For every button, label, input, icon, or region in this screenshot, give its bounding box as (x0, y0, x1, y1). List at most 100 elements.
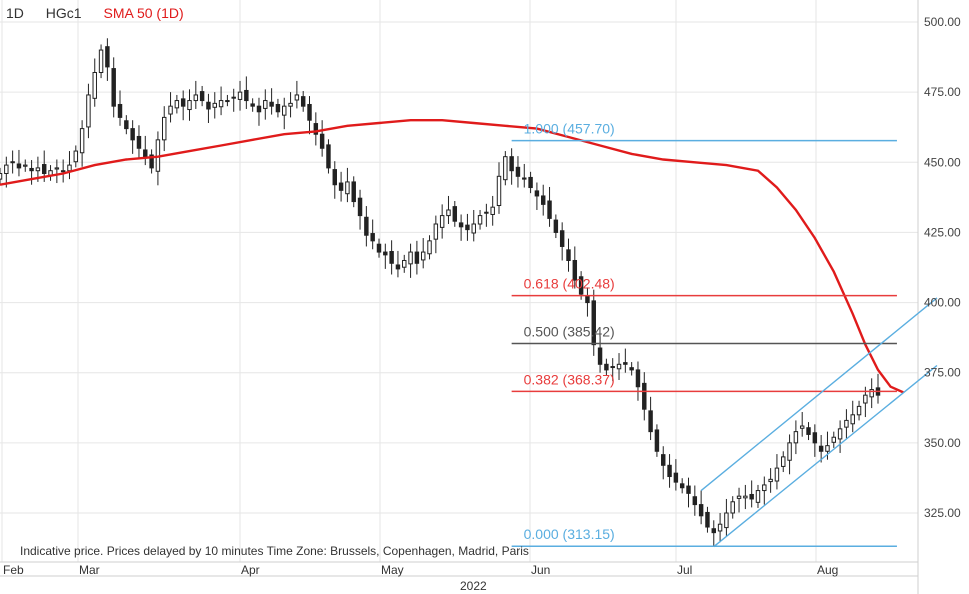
y-tick-label: 375.00 (924, 366, 961, 380)
candle-body (212, 102, 217, 108)
candle-body (578, 276, 584, 295)
candle-body (180, 98, 186, 107)
candle-body (717, 523, 723, 532)
sma-50-line (0, 119, 904, 394)
candle-body (490, 206, 495, 215)
candle-body (427, 240, 432, 255)
candle-body (844, 419, 849, 428)
candle-body (143, 149, 148, 158)
candle-body (856, 405, 862, 416)
price-axis[interactable]: 500.00 475.00 450.00 425.00 400.00 375.00 350.… (924, 15, 961, 520)
candle-body (515, 166, 521, 177)
candle-body (724, 512, 729, 529)
x-tick-label: Apr (241, 563, 260, 577)
candle-body (806, 427, 811, 435)
candle-body (174, 100, 180, 109)
candle-body (787, 442, 792, 461)
channel-upper-line (700, 297, 938, 492)
x-tick-label: Mar (79, 563, 100, 577)
x-tick-label: May (381, 563, 404, 577)
candle-body (648, 410, 653, 433)
candle-body (503, 156, 508, 181)
candle-body (231, 96, 236, 99)
candle-body (4, 164, 9, 175)
candle-body (812, 432, 818, 444)
candle-body (749, 493, 754, 500)
y-tick-label: 350.00 (924, 436, 961, 450)
candle-body (124, 120, 129, 130)
candle-body (553, 219, 559, 233)
candle-body (743, 495, 748, 499)
candle-body (307, 103, 312, 121)
candle-body (294, 94, 300, 101)
candle-body (282, 105, 287, 116)
candle-body (244, 89, 249, 102)
candle-body (351, 181, 356, 203)
y-tick-label: 425.00 (924, 225, 961, 239)
candle-body (616, 363, 622, 370)
candle-body (667, 464, 672, 478)
time-axis[interactable]: Feb Mar Apr May Jun Jul Aug 2022 (3, 563, 838, 593)
fibonacci-retracement: 1.000 (457.70) 0.618 (402.48) 0.500 (385.4… (511, 121, 897, 547)
trend-channel (700, 297, 938, 548)
delay-notice: Indicative price. Prices delayed by 10 m… (20, 544, 529, 558)
candle-body (383, 251, 388, 256)
candle-body (698, 504, 704, 517)
sma-indicator-label[interactable]: SMA 50 (1D) (103, 5, 184, 21)
candle-body (566, 249, 571, 261)
candle-body (604, 363, 609, 371)
candle-body (41, 164, 47, 175)
candle-body (774, 467, 780, 482)
candle-body (458, 222, 464, 228)
candle-body (673, 472, 679, 483)
candle-body (250, 103, 255, 107)
interval-label[interactable]: 1D (6, 5, 24, 21)
candle-body (60, 170, 66, 173)
candle-body (661, 454, 666, 466)
candle-body (465, 224, 470, 231)
candle-body (705, 511, 710, 528)
candle-body (414, 251, 420, 264)
y-tick-label: 500.00 (924, 15, 961, 29)
x-tick-label: Jun (531, 563, 550, 577)
candle-body (168, 105, 173, 115)
candle-body (326, 144, 331, 169)
candle-body (762, 484, 767, 492)
candle-body (10, 161, 15, 164)
candle-body (484, 211, 489, 214)
candle-body (629, 367, 634, 371)
candle-body (408, 251, 413, 265)
candle-body (477, 215, 483, 225)
candle-body (420, 251, 426, 261)
candle-body (105, 46, 110, 68)
candle-body (35, 167, 41, 172)
fib-level-label: 0.618 (402.48) (524, 276, 615, 292)
candle-body (79, 128, 85, 154)
candle-body (345, 181, 350, 195)
candle-body (54, 167, 60, 170)
fib-level-label: 1.000 (457.70) (524, 121, 615, 137)
candle-body (686, 485, 691, 494)
candle-body (275, 103, 281, 113)
candle-body (559, 230, 565, 247)
candlestick-series (0, 38, 881, 547)
candle-body (831, 436, 837, 443)
candle-body (237, 91, 243, 100)
candle-body (799, 425, 805, 429)
x-tick-label: Aug (817, 563, 838, 577)
candle-body (67, 164, 72, 172)
candle-body (117, 103, 123, 118)
candle-body (256, 105, 262, 113)
channel-lower-line (713, 364, 938, 548)
candle-body (591, 300, 596, 346)
candle-body (692, 496, 698, 506)
candle-body (654, 429, 660, 452)
y-tick-label: 400.00 (924, 296, 961, 310)
candle-body (338, 182, 344, 191)
candle-body (528, 176, 533, 189)
candle-body (130, 128, 135, 141)
symbol-label[interactable]: HGc1 (45, 5, 82, 21)
candle-body (193, 94, 199, 102)
candle-body (288, 102, 293, 107)
